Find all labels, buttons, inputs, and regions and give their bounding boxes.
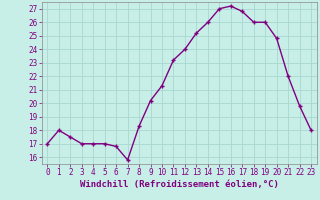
X-axis label: Windchill (Refroidissement éolien,°C): Windchill (Refroidissement éolien,°C) xyxy=(80,180,279,189)
